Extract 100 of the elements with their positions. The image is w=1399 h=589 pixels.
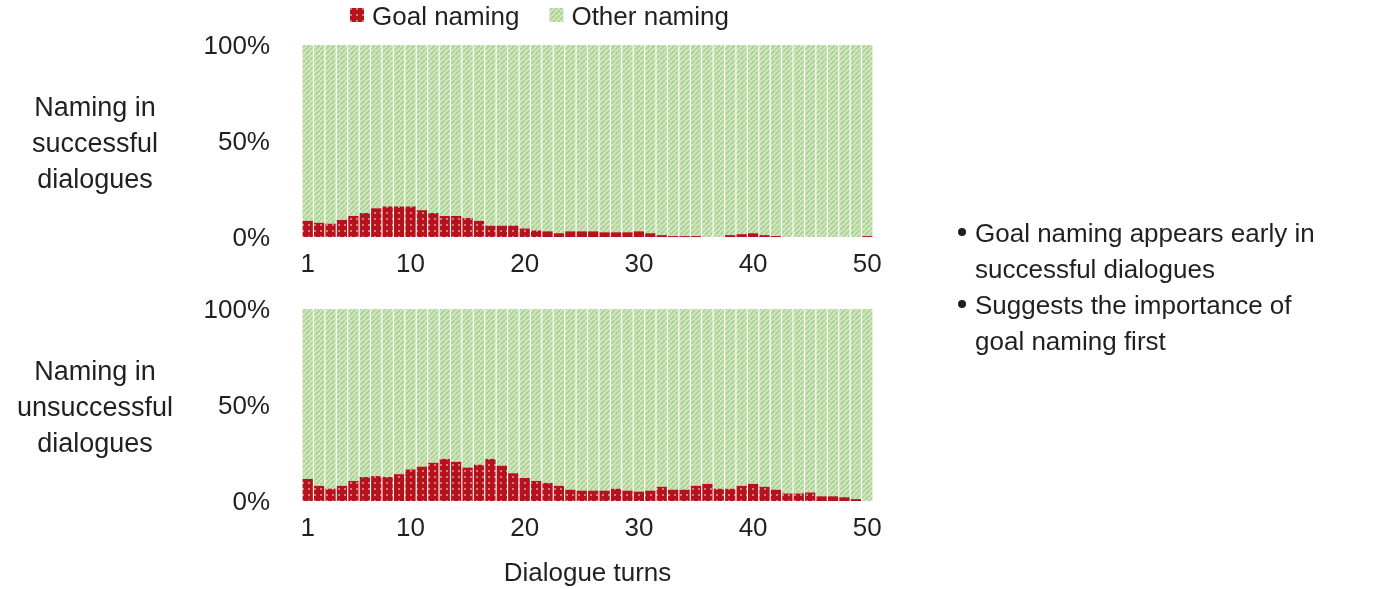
bar — [713, 488, 724, 501]
bar — [313, 485, 325, 501]
bar — [473, 309, 485, 465]
y-tick-label: 0% — [232, 486, 270, 517]
bar — [416, 210, 428, 237]
x-tick-label: 10 — [396, 248, 425, 278]
bar — [302, 45, 313, 221]
bar — [599, 45, 610, 233]
bar — [393, 309, 405, 475]
bar — [565, 45, 576, 232]
bar — [610, 45, 622, 233]
bar — [393, 206, 405, 237]
bar — [508, 45, 519, 226]
x-tick-label: 10 — [396, 512, 425, 542]
bar — [336, 485, 348, 501]
bar — [359, 477, 370, 501]
x-tick-label: 1 — [300, 512, 315, 542]
bar — [862, 45, 873, 237]
bar — [736, 485, 747, 501]
bar — [462, 45, 473, 218]
bar — [679, 309, 690, 490]
bar — [736, 45, 747, 235]
bar — [827, 309, 839, 497]
bar — [473, 220, 485, 237]
text: Goal naming appears early in successful dialogues — [975, 218, 1315, 285]
bar — [405, 45, 416, 207]
bar — [725, 488, 736, 501]
bar — [428, 45, 439, 213]
bar — [416, 309, 428, 467]
bar — [782, 309, 793, 494]
x-tick-label: 20 — [510, 248, 540, 278]
bar — [622, 309, 633, 491]
bar — [348, 215, 359, 237]
bar — [439, 45, 450, 216]
bar — [793, 45, 804, 237]
bar — [645, 490, 656, 501]
bar — [668, 309, 679, 490]
bar — [770, 45, 782, 237]
bar — [325, 45, 336, 224]
bar — [622, 45, 633, 233]
text: Suggests the importance of goal naming first — [975, 290, 1293, 357]
bar — [565, 489, 576, 501]
bar — [416, 466, 428, 501]
bar — [496, 45, 507, 226]
bar — [747, 483, 759, 501]
bar — [862, 309, 873, 501]
x-tick-label: 1 — [300, 248, 315, 278]
bar — [371, 476, 382, 501]
bar — [508, 225, 519, 237]
bar — [496, 225, 507, 237]
bar — [805, 492, 816, 501]
bar — [747, 309, 759, 484]
bar — [451, 461, 462, 501]
bar — [747, 45, 759, 234]
bar — [542, 482, 553, 501]
bar — [348, 480, 359, 501]
bar — [371, 309, 382, 477]
bar — [713, 309, 724, 489]
bar — [610, 488, 622, 501]
bar — [496, 465, 507, 501]
bar — [348, 309, 359, 481]
bar — [325, 309, 336, 489]
bar — [759, 45, 770, 236]
bar — [599, 309, 610, 491]
y-axis-title: Naming in successful dialogues — [31, 92, 159, 195]
y-tick-label: 100% — [203, 294, 270, 325]
bar — [530, 480, 542, 501]
bar — [690, 485, 702, 501]
bar — [428, 462, 439, 501]
bar — [462, 309, 473, 468]
bar — [679, 45, 690, 237]
bar — [473, 45, 485, 221]
bar — [371, 208, 382, 237]
bar — [782, 493, 793, 501]
bar — [485, 309, 496, 459]
bar — [725, 309, 736, 489]
bar — [371, 45, 382, 209]
x-tick-label: 40 — [738, 512, 768, 542]
bar — [336, 45, 348, 220]
bar — [313, 309, 325, 486]
bar — [702, 483, 713, 501]
bar — [839, 45, 850, 237]
y-axis-title: Naming in unsuccessful dialogues — [16, 356, 174, 459]
bar — [382, 477, 393, 501]
bar — [793, 309, 804, 494]
bar — [496, 309, 507, 466]
bar — [325, 223, 336, 237]
legend-label: Goal naming — [372, 1, 520, 32]
bar — [713, 45, 724, 237]
bar — [451, 309, 462, 462]
bar — [382, 309, 393, 477]
x-tick-label: 50 — [852, 248, 882, 278]
bar — [553, 309, 565, 486]
bar — [439, 215, 450, 237]
bar — [439, 309, 450, 459]
bar — [816, 309, 827, 497]
bar — [508, 309, 519, 474]
bar — [428, 309, 439, 463]
x-tick-label: 30 — [624, 512, 654, 542]
bar — [302, 309, 313, 479]
